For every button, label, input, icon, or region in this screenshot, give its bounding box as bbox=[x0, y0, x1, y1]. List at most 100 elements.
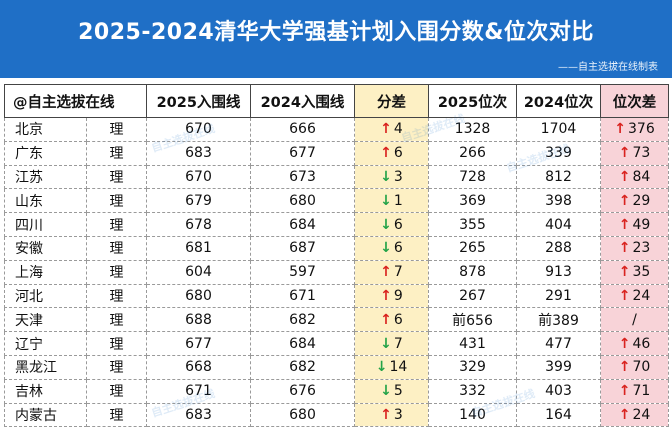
score-2024-cell: 676 bbox=[250, 378, 355, 404]
arrow-down-icon: ↓ bbox=[380, 240, 392, 257]
score-diff-cell: ↓ 6 bbox=[354, 212, 429, 237]
rank-diff-cell-value: 35 bbox=[632, 264, 651, 281]
rank-2025-cell: 140 bbox=[428, 402, 517, 427]
score-diff-cell-value: 14 bbox=[389, 359, 408, 376]
table-row: 安徽理 681 687 ↓ 6 265 288 ↑ 23 bbox=[4, 235, 669, 261]
subject-type-cell: 理 bbox=[86, 164, 147, 190]
rank-2025-cell: 332 bbox=[428, 378, 517, 404]
score-2025-cell: 688 bbox=[146, 307, 251, 333]
province-cell: 安徽 bbox=[4, 235, 87, 261]
province-cell: 山东 bbox=[4, 188, 87, 214]
score-2024-cell: 671 bbox=[250, 283, 355, 309]
rank-diff-cell: ↑ 24 bbox=[600, 402, 669, 427]
page-subtitle: ——自主选拔在线制表 bbox=[558, 62, 658, 73]
arrow-down-icon: ↓ bbox=[380, 383, 392, 400]
rank-2025-cell: 265 bbox=[428, 235, 517, 261]
score-diff-cell: ↑ 6 bbox=[354, 307, 429, 333]
score-2024-cell: 680 bbox=[250, 402, 355, 427]
subject-type-cell: 理 bbox=[86, 259, 147, 285]
rank-2024-cell: 404 bbox=[516, 212, 601, 237]
subject-type-cell: 理 bbox=[86, 235, 147, 261]
province-cell: 吉林 bbox=[4, 378, 87, 404]
rank-diff-cell: ↑ 35 bbox=[600, 259, 669, 285]
rank-diff-cell-value: 49 bbox=[632, 216, 651, 233]
score-diff-cell-value: 6 bbox=[393, 311, 403, 328]
rank-2024-cell: 812 bbox=[516, 164, 601, 190]
rank-diff-cell-value: 29 bbox=[632, 192, 651, 209]
score-2025-cell: 680 bbox=[146, 283, 251, 309]
rank-2024-cell: 164 bbox=[516, 402, 601, 427]
score-2024-cell: 682 bbox=[250, 307, 355, 333]
rank-2024-cell: 913 bbox=[516, 259, 601, 285]
arrow-down-icon: ↓ bbox=[375, 359, 388, 376]
title-banner: 2025-2024清华大学强基计划入围分数&位次对比 ——自主选拔在线制表 bbox=[0, 0, 672, 78]
subject-type-cell: 理 bbox=[86, 331, 147, 356]
score-diff-cell-value: 7 bbox=[393, 335, 403, 352]
arrow-up-icon: ↑ bbox=[614, 121, 626, 138]
rank-diff-cell-value: 71 bbox=[632, 383, 651, 400]
subject-type-cell: 理 bbox=[86, 283, 147, 309]
table-row: 北京理 670 666 ↑ 4 1328 1704 ↑ 376 bbox=[4, 117, 669, 142]
arrow-up-icon: ↑ bbox=[618, 264, 631, 281]
table-row: 内蒙古理 683 680 ↑ 3 140 164 ↑ 24 bbox=[4, 402, 669, 427]
rank-diff-cell: ↑ 46 bbox=[600, 331, 669, 356]
arrow-up-icon: ↑ bbox=[380, 406, 392, 423]
arrow-up-icon: ↑ bbox=[380, 287, 392, 304]
rank-2025-cell: 728 bbox=[428, 164, 517, 190]
arrow-up-icon: ↑ bbox=[618, 335, 631, 352]
arrow-down-icon: ↓ bbox=[380, 192, 392, 209]
table-row: 吉林理 671 676 ↓ 5 332 403 ↑ 71 bbox=[4, 378, 669, 404]
score-diff-cell-value: 3 bbox=[393, 406, 403, 423]
score-2024-cell: 673 bbox=[250, 164, 355, 190]
table-row: 四川理 678 684 ↓ 6 355 404 ↑ 49 bbox=[4, 212, 669, 237]
rank-2025-cell: 267 bbox=[428, 283, 517, 309]
header-source: @自主选拔在线 bbox=[4, 84, 147, 118]
score-2024-cell: 680 bbox=[250, 188, 355, 214]
rank-2025-cell: 266 bbox=[428, 140, 517, 166]
subject-type-cell: 理 bbox=[86, 212, 147, 237]
arrow-up-icon: ↑ bbox=[618, 240, 631, 257]
rank-2024-cell: 477 bbox=[516, 331, 601, 356]
score-2025-cell: 683 bbox=[146, 140, 251, 166]
rank-2025-cell: 前656 bbox=[428, 307, 517, 333]
score-2025-cell: 677 bbox=[146, 331, 251, 356]
rank-2025-cell: 878 bbox=[428, 259, 517, 285]
score-2025-cell: 670 bbox=[146, 117, 251, 142]
province-cell: 江苏 bbox=[4, 164, 87, 190]
score-diff-cell-value: 6 bbox=[393, 145, 403, 162]
score-diff-cell-value: 6 bbox=[393, 216, 403, 233]
score-diff-cell: ↓ 3 bbox=[354, 164, 429, 190]
arrow-up-icon: ↑ bbox=[618, 406, 631, 423]
arrow-up-icon: ↑ bbox=[380, 264, 392, 281]
score-diff-cell: ↓ 6 bbox=[354, 235, 429, 261]
arrow-up-icon: ↑ bbox=[380, 311, 392, 328]
table-row: 广东理 683 677 ↑ 6 266 339 ↑ 73 bbox=[4, 140, 669, 166]
rank-2024-cell: 399 bbox=[516, 354, 601, 380]
arrow-up-icon: ↑ bbox=[618, 145, 631, 162]
rank-2025-cell: 1328 bbox=[428, 117, 517, 142]
score-diff-cell-value: 5 bbox=[393, 383, 403, 400]
score-diff-cell: ↓ 14 bbox=[354, 354, 429, 380]
table-row: 天津理 688 682 ↑ 6 前656 前389/ bbox=[4, 307, 669, 333]
table-row: 黑龙江理 668 682 ↓ 14 329 399 ↑ 70 bbox=[4, 354, 669, 380]
rank-diff-cell: ↑ 376 bbox=[600, 117, 669, 142]
table-body: 北京理 670 666 ↑ 4 1328 1704 ↑ 376 广东理 683 677 ↑ 6 266 339… bbox=[4, 117, 669, 427]
score-2024-cell: 677 bbox=[250, 140, 355, 166]
table-row: 上海理 604 597 ↑ 7 878 913 ↑ 35 bbox=[4, 259, 669, 285]
score-diff-cell-value: 4 bbox=[393, 121, 403, 138]
subject-type-cell: 理 bbox=[86, 402, 147, 427]
subject-type-cell: 理 bbox=[86, 188, 147, 214]
score-diff-cell-value: 6 bbox=[393, 240, 403, 257]
subject-type-cell: 理 bbox=[86, 140, 147, 166]
rank-diff-cell: ↑ 49 bbox=[600, 212, 669, 237]
rank-2024-cell: 288 bbox=[516, 235, 601, 261]
arrow-up-icon: ↑ bbox=[618, 359, 631, 376]
score-2025-cell: 604 bbox=[146, 259, 251, 285]
score-2024-cell: 684 bbox=[250, 212, 355, 237]
province-cell: 河北 bbox=[4, 283, 87, 309]
header-2025-score: 2025入围线 bbox=[146, 84, 251, 118]
rank-diff-cell-value: 84 bbox=[632, 168, 651, 185]
header-rank-diff: 位次差 bbox=[600, 84, 669, 118]
score-diff-cell: ↑ 7 bbox=[354, 259, 429, 285]
arrow-up-icon: ↑ bbox=[618, 192, 631, 209]
